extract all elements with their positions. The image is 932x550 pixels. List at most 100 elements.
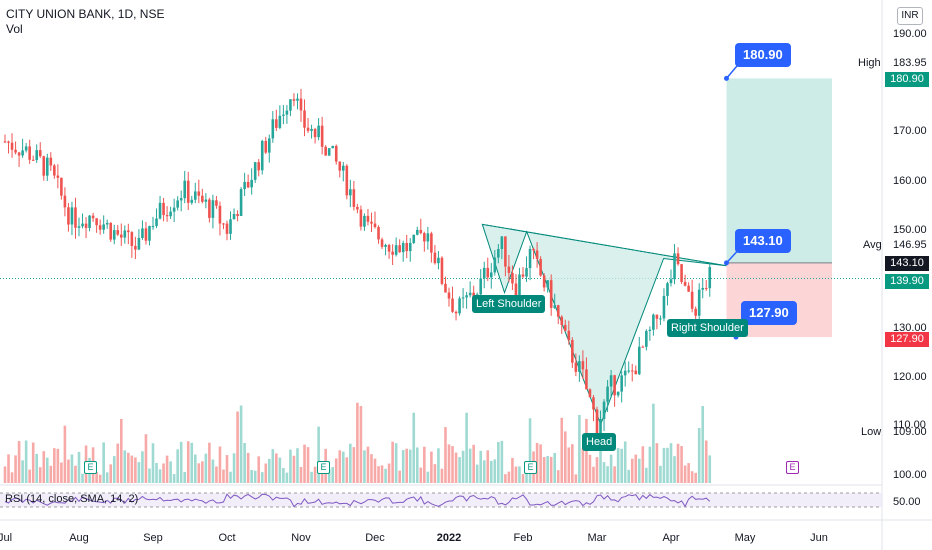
candle-body (553, 305, 557, 308)
right-shoulder-label[interactable]: Right Shoulder (667, 319, 748, 337)
entry-callout[interactable]: 143.10 (735, 229, 791, 253)
earnings-event-icon[interactable]: E (84, 461, 97, 474)
volume-bar (497, 441, 500, 483)
candle-body (285, 110, 289, 115)
volume-bar (363, 450, 366, 483)
price-tick: 110.00 (893, 419, 926, 431)
candle-body (666, 283, 669, 296)
volume-bar (21, 460, 24, 483)
left-shoulder-label[interactable]: Left Shoulder (472, 295, 546, 313)
target-callout[interactable]: 180.90 (735, 43, 791, 67)
price-tick: 120.00 (893, 371, 927, 383)
volume-bar (67, 459, 70, 483)
volume-bar (606, 466, 609, 483)
volume-bar (659, 465, 662, 483)
candle-body (349, 189, 352, 196)
candle-body (183, 180, 187, 199)
candle-body (91, 215, 95, 219)
volume-bar (299, 466, 303, 483)
head-label[interactable]: Head (582, 433, 617, 451)
candle-body (70, 207, 74, 225)
candle-body (246, 181, 250, 188)
candle-body (391, 251, 394, 255)
candle-body (169, 211, 172, 217)
candle-body (539, 258, 542, 276)
candle-body (489, 272, 493, 278)
candle-body (412, 234, 416, 243)
stop-callout[interactable]: 127.90 (741, 301, 797, 325)
volume-bar (176, 449, 179, 483)
candle-body (567, 330, 571, 341)
earnings-event-icon[interactable]: E (317, 461, 330, 474)
symbol-title[interactable]: CITY UNION BANK, 1D, NSE (6, 7, 165, 21)
volume-bar (504, 474, 507, 483)
volume-bar (356, 402, 359, 483)
candle-body (109, 222, 113, 240)
candle-body (229, 219, 232, 234)
candle-body (35, 150, 39, 161)
candle-body (303, 110, 306, 128)
volume-bar (119, 418, 123, 483)
volume-bar (42, 451, 46, 483)
volume-bar (401, 450, 405, 483)
volume-bar (183, 471, 187, 483)
candle-body (3, 141, 7, 143)
candle-body (345, 165, 349, 196)
candle-body (701, 288, 705, 290)
volume-bar (648, 446, 652, 483)
avg-key: Avg (863, 239, 882, 251)
volume-bar (338, 450, 342, 483)
earnings-event-icon[interactable]: E (524, 461, 537, 474)
candle-body (461, 297, 465, 299)
volume-bar (271, 449, 275, 483)
volume-bar (218, 446, 222, 483)
volume-bar (412, 412, 416, 483)
volume-bar (433, 464, 437, 483)
volume-bar (127, 452, 130, 483)
candle-body (652, 314, 655, 330)
volume-bar (627, 469, 631, 483)
candle-body (260, 140, 264, 171)
candle-body (148, 226, 151, 241)
currency-button[interactable]: INR (897, 7, 923, 25)
candle-body (17, 152, 21, 156)
candle-body (218, 205, 222, 224)
volume-bar (190, 442, 194, 483)
entry-anchor (724, 260, 729, 266)
volume-bar (479, 450, 483, 483)
candle-body (708, 267, 712, 289)
candle-body (278, 115, 282, 128)
time-axis-label: Feb (514, 532, 533, 544)
volume-bar (7, 454, 10, 483)
candle-body (560, 316, 564, 325)
candle-body (645, 331, 648, 347)
candle-body (620, 375, 623, 392)
candle-body (165, 215, 169, 217)
volume-bar (275, 453, 278, 483)
candle-body (296, 98, 299, 101)
candle-body (468, 292, 472, 296)
volume-bar (165, 455, 169, 483)
candle-body (250, 179, 253, 188)
candle-body (176, 200, 179, 208)
candle-body (521, 274, 525, 277)
volume-bar (637, 458, 641, 483)
volume-bar (74, 465, 77, 483)
rsi-label[interactable]: RSI (14, close, SMA, 14, 2) (5, 493, 139, 505)
volume-bar (465, 412, 468, 483)
upcoming-earnings-icon[interactable]: E (786, 461, 799, 474)
volume-bar (595, 457, 599, 483)
volume-bar (701, 405, 705, 483)
volume-bar (303, 444, 306, 483)
volume-bar (377, 466, 380, 483)
volume-bar (229, 471, 232, 483)
candle-body (334, 145, 338, 162)
candle-body (137, 237, 141, 250)
volume-bar (528, 418, 532, 483)
volume-bar (179, 441, 183, 483)
candle-body (599, 419, 602, 435)
avg-value: 146.95 (893, 239, 927, 251)
candle-body (627, 370, 631, 372)
candle-body (197, 191, 201, 196)
